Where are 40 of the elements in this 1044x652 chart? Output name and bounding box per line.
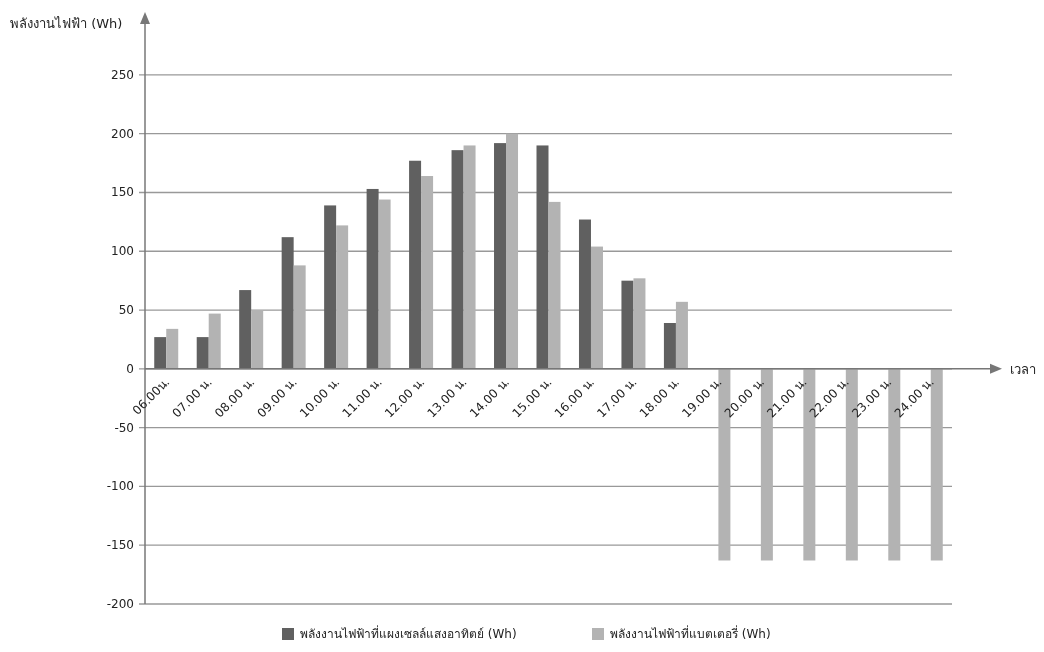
bar (293, 265, 306, 369)
legend-label: พลังงานไฟฟ้าที่แบตเตอรี่ (Wh) (610, 625, 771, 641)
bar (675, 301, 688, 369)
y-tick-label: 100 (111, 244, 134, 259)
bar (451, 150, 464, 369)
bar (196, 337, 209, 369)
y-axis-title: พลังงานไฟฟ้า (Wh) (10, 16, 123, 31)
y-tick-label: -200 (106, 597, 134, 611)
bar (154, 337, 167, 369)
bar (578, 219, 591, 369)
bar (590, 246, 603, 369)
x-axis-title: เวลา (1010, 361, 1036, 377)
y-tick-label: 50 (118, 303, 134, 318)
y-tick-label: -50 (114, 420, 134, 435)
y-tick-label: 250 (111, 67, 134, 82)
bar (336, 225, 349, 369)
y-tick-label: -150 (106, 538, 134, 553)
bar (324, 205, 337, 369)
legend-label: พลังงานไฟฟ้าที่แผงเซลล์แสงอาทิตย์ (Wh) (300, 625, 517, 641)
bar (421, 176, 434, 369)
bar (239, 290, 252, 369)
bar (378, 199, 391, 369)
bar (366, 188, 379, 369)
bar (494, 143, 507, 369)
bar (208, 313, 221, 369)
y-tick-label: 150 (111, 185, 134, 200)
y-tick-label: -100 (106, 479, 134, 494)
bar (633, 278, 646, 369)
bar (281, 237, 294, 369)
y-tick-label: 0 (126, 361, 134, 376)
bar (621, 280, 634, 369)
bar (536, 145, 549, 369)
y-tick-label: 200 (111, 126, 134, 141)
bar (251, 310, 264, 369)
bar (506, 133, 519, 369)
bar (548, 201, 561, 369)
bar (166, 328, 179, 369)
bar (663, 322, 676, 369)
bar (463, 145, 476, 369)
bar (409, 160, 422, 369)
